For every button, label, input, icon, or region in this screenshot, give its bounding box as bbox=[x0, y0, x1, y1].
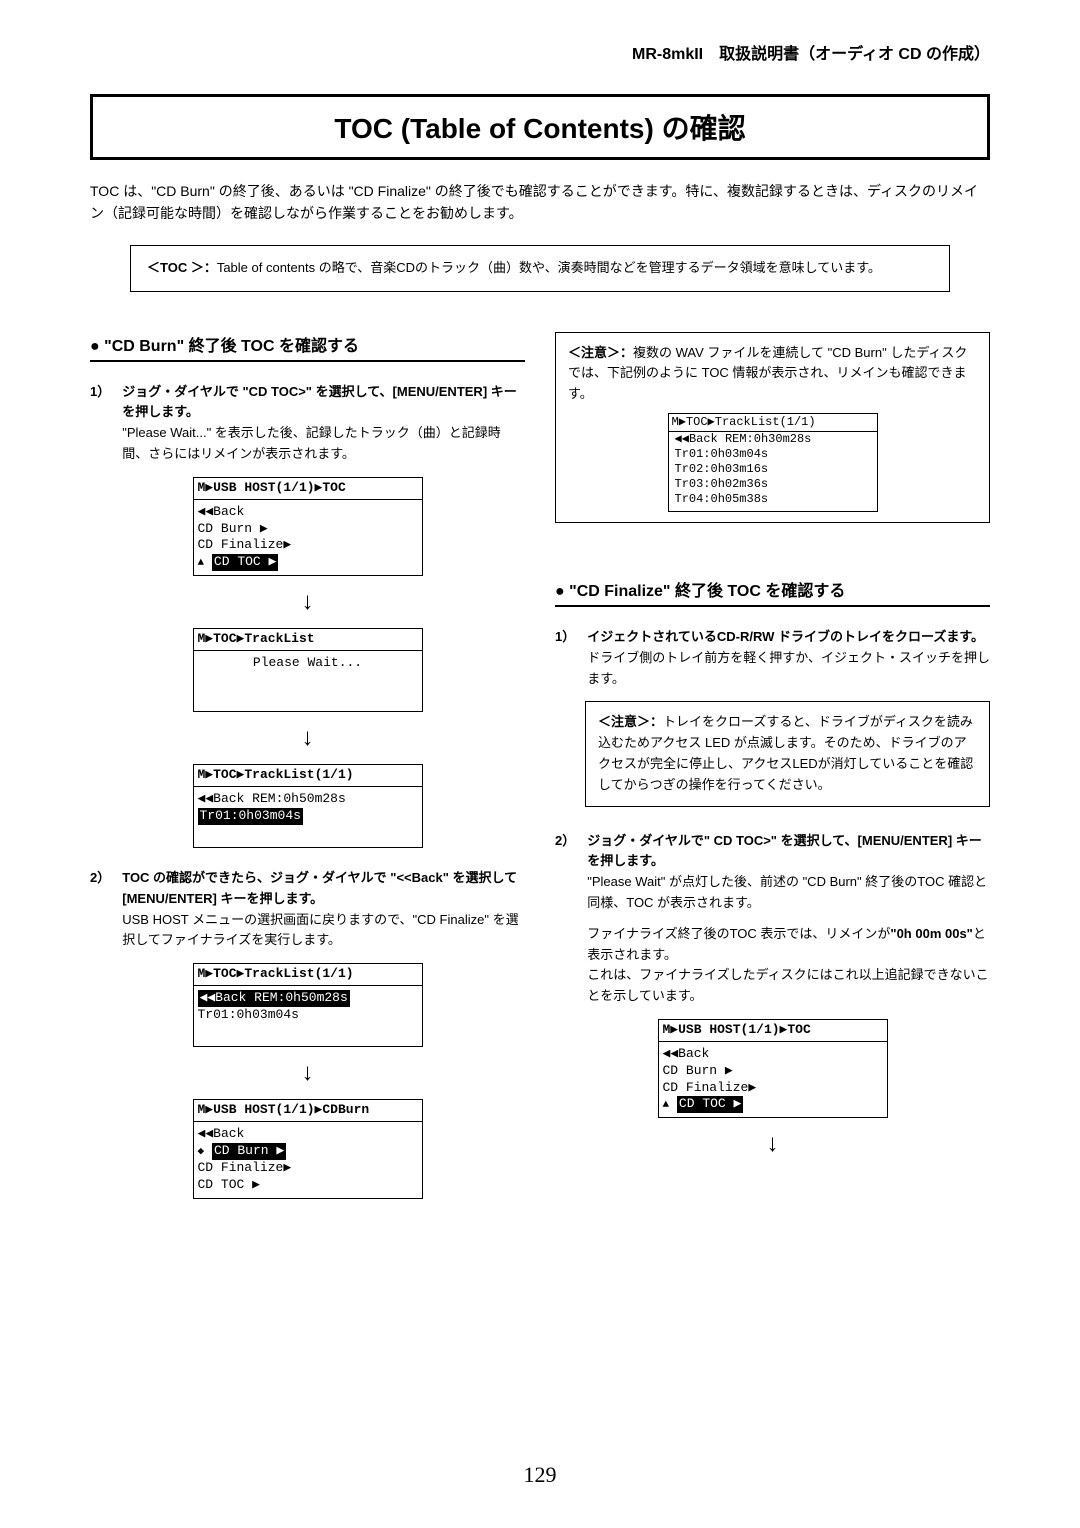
note-lcd: M▶TOC▶TrackList(1/1) ◀◀Back REM:0h30m28s… bbox=[668, 413, 878, 512]
arrow-down-icon: ↓ bbox=[90, 724, 525, 752]
lcd-header: M▶TOC▶TrackList bbox=[194, 629, 422, 651]
lcd-selected-line: CD TOC ▶ bbox=[677, 1096, 743, 1113]
toc-def-label: ＜TOC ＞： bbox=[147, 260, 217, 275]
right-step-1: 1） イジェクトされているCD-R/RW ドライブのトレイをクローズます。 ドラ… bbox=[555, 627, 990, 689]
lcd-line: Tr04:0h05m38s bbox=[669, 492, 877, 507]
lcd-line: Tr02:0h03m16s bbox=[669, 462, 877, 477]
lcd-header: M▶USB HOST(1/1)▶TOC bbox=[659, 1020, 887, 1042]
lcd-line: ◀◀Back REM:0h50m28s bbox=[198, 791, 418, 808]
lcd-line: Tr01:0h03m04s bbox=[198, 1007, 418, 1024]
lcd-line: ◀◀Back bbox=[198, 504, 418, 521]
left-column: ● "CD Burn" 終了後 TOC を確認する 1） ジョグ・ダイヤルで "… bbox=[90, 332, 525, 1211]
right-step-2: 2） ジョグ・ダイヤルで" CD TOC>" を選択して、[MENU/ENTER… bbox=[555, 831, 990, 1007]
left-step-1: 1） ジョグ・ダイヤルで "CD TOC>" を選択して、[MENU/ENTER… bbox=[90, 382, 525, 465]
note-box-1: ＜注意＞：複数の WAV ファイルを連続して "CD Burn" したディスクで… bbox=[555, 332, 990, 523]
step-text: ドライブ側のトレイ前方を軽く押すか、イジェクト・スイッチを押します。 bbox=[587, 648, 990, 690]
lcd-screen-right: M▶USB HOST(1/1)▶TOC ◀◀Back CD Burn ▶ CD … bbox=[658, 1019, 888, 1118]
lcd-screen-1: M▶USB HOST(1/1)▶TOC ◀◀Back CD Burn ▶ CD … bbox=[193, 477, 423, 576]
lcd-selected-line: CD TOC ▶ bbox=[212, 554, 278, 571]
toc-def-text: Table of contents の略で、音楽CDのトラック（曲）数や、演奏時… bbox=[217, 260, 881, 275]
left-step-2: 2） TOC の確認ができたら、ジョグ・ダイヤルで "<<Back" を選択して… bbox=[90, 868, 525, 951]
page-header: MR-8mkII 取扱説明書（オーディオ CD の作成） bbox=[90, 40, 990, 64]
lcd-header: M▶TOC▶TrackList(1/1) bbox=[194, 964, 422, 986]
lcd-line: Tr03:0h02m36s bbox=[669, 477, 877, 492]
lcd-body: Please Wait... bbox=[194, 651, 422, 711]
toc-definition-box: ＜TOC ＞：Table of contents の略で、音楽CDのトラック（曲… bbox=[130, 245, 950, 292]
right-section-title: ● "CD Finalize" 終了後 TOC を確認する bbox=[555, 577, 990, 607]
step-number: 1） bbox=[555, 627, 575, 689]
arrow-down-icon: ↓ bbox=[555, 1130, 990, 1158]
lcd-caret-icon: ▲ bbox=[663, 1099, 670, 1111]
lcd-line: CD Burn ▶ bbox=[198, 521, 418, 538]
step-number: 2） bbox=[555, 831, 575, 1007]
lcd-caret-icon: ▲ bbox=[198, 557, 205, 569]
step-text: これは、ファイナライズしたディスクにはこれ以上追記録できないことを示しています。 bbox=[587, 965, 990, 1007]
lcd-line: CD Burn ▶ bbox=[663, 1063, 883, 1080]
lcd-header: M▶USB HOST(1/1)▶TOC bbox=[194, 478, 422, 500]
arrow-down-icon: ↓ bbox=[90, 1059, 525, 1087]
step-bold: イジェクトされているCD-R/RW ドライブのトレイをクローズます。 bbox=[587, 627, 990, 648]
step-bold: ジョグ・ダイヤルで" CD TOC>" を選択して、[MENU/ENTER] キ… bbox=[587, 831, 990, 873]
lcd-line: CD Finalize▶ bbox=[198, 1160, 418, 1177]
lcd-line: ◀◀Back bbox=[198, 1126, 418, 1143]
note-label: ＜注意＞： bbox=[598, 714, 663, 729]
step-text: ファイナライズ終了後のTOC 表示では、リメインが"0h 00m 00s"と表示… bbox=[587, 924, 990, 966]
intro-text: TOC は、"CD Burn" の終了後、あるいは "CD Finalize" … bbox=[90, 180, 990, 225]
step-text: "Please Wait..." を表示した後、記録したトラック（曲）と記録時間… bbox=[122, 423, 525, 465]
lcd-header: M▶TOC▶TrackList(1/1) bbox=[194, 765, 422, 787]
step-text: "Please Wait" が点灯した後、前述の "CD Burn" 終了後のT… bbox=[587, 872, 990, 914]
lcd-header: M▶TOC▶TrackList(1/1) bbox=[669, 414, 877, 432]
lcd-screen-5: M▶USB HOST(1/1)▶CDBurn ◀◀Back ◆ CD Burn … bbox=[193, 1099, 423, 1198]
lcd-screen-3: M▶TOC▶TrackList(1/1) ◀◀Back REM:0h50m28s… bbox=[193, 764, 423, 848]
lcd-line: CD Finalize▶ bbox=[198, 537, 418, 554]
lcd-caret-icon: ◆ bbox=[198, 1146, 205, 1158]
lcd-line: ◀◀Back REM:0h30m28s bbox=[669, 432, 877, 447]
lcd-screen-4: M▶TOC▶TrackList(1/1) ◀◀Back REM:0h50m28s… bbox=[193, 963, 423, 1047]
lcd-selected-line: CD Burn ▶ bbox=[212, 1143, 286, 1160]
lcd-selected-line: ◀◀Back REM:0h50m28s bbox=[198, 990, 350, 1007]
arrow-down-icon: ↓ bbox=[90, 588, 525, 616]
lcd-line: CD Finalize▶ bbox=[663, 1080, 883, 1097]
lcd-line: CD TOC ▶ bbox=[198, 1177, 418, 1194]
step-text: USB HOST メニューの選択画面に戻りますので、"CD Finalize" … bbox=[122, 910, 525, 952]
step-bold: ジョグ・ダイヤルで "CD TOC>" を選択して、[MENU/ENTER] キ… bbox=[122, 382, 525, 424]
step-bold: TOC の確認ができたら、ジョグ・ダイヤルで "<<Back" を選択して [M… bbox=[122, 868, 525, 910]
left-section-title: ● "CD Burn" 終了後 TOC を確認する bbox=[90, 332, 525, 362]
note-box-2: ＜注意＞：トレイをクローズすると、ドライブがディスクを読み込むためアクセス LE… bbox=[585, 701, 990, 806]
page-title: TOC (Table of Contents) の確認 bbox=[90, 94, 990, 160]
lcd-selected-line: Tr01:0h03m04s bbox=[675, 447, 769, 461]
lcd-selected-line: Tr01:0h03m04s bbox=[198, 808, 303, 825]
lcd-line: ◀◀Back bbox=[663, 1046, 883, 1063]
right-column: ＜注意＞：複数の WAV ファイルを連続して "CD Burn" したディスクで… bbox=[555, 332, 990, 1211]
page-number: 129 bbox=[0, 1462, 1080, 1488]
step-number: 1） bbox=[90, 382, 110, 465]
lcd-header: M▶USB HOST(1/1)▶CDBurn bbox=[194, 1100, 422, 1122]
step-number: 2） bbox=[90, 868, 110, 951]
lcd-screen-2: M▶TOC▶TrackList Please Wait... bbox=[193, 628, 423, 712]
note-label: ＜注意＞： bbox=[568, 345, 633, 360]
